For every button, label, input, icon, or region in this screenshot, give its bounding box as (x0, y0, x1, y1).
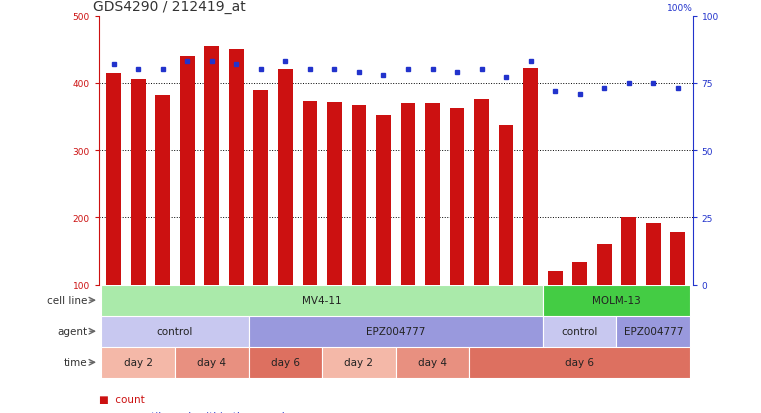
Bar (670, 233, 685, 285)
Bar (470, 347, 690, 378)
Text: time: time (63, 357, 87, 368)
Bar (155, 96, 170, 285)
Bar (498, 125, 514, 285)
Text: day 6: day 6 (271, 357, 300, 368)
Bar (322, 347, 396, 378)
Bar (543, 316, 616, 347)
Text: control: control (157, 326, 193, 337)
Bar (180, 57, 195, 285)
Bar (327, 102, 342, 285)
Bar (400, 104, 416, 285)
Bar (597, 244, 612, 285)
Text: MV4-11: MV4-11 (302, 295, 342, 306)
Text: day 2: day 2 (124, 357, 153, 368)
Text: EPZ004777: EPZ004777 (366, 326, 425, 337)
Bar (101, 285, 543, 316)
Bar (101, 316, 249, 347)
Bar (175, 347, 249, 378)
Bar (107, 74, 121, 285)
Text: MOLM-13: MOLM-13 (592, 295, 641, 306)
Text: agent: agent (57, 326, 87, 337)
Bar (278, 70, 293, 285)
Bar (548, 272, 562, 285)
Bar (229, 50, 244, 285)
Text: day 4: day 4 (418, 357, 447, 368)
Bar (352, 106, 366, 285)
Bar (425, 104, 440, 285)
Bar (474, 100, 489, 285)
Bar (205, 47, 219, 285)
Text: day 6: day 6 (565, 357, 594, 368)
Text: EPZ004777: EPZ004777 (623, 326, 683, 337)
Bar (524, 69, 538, 285)
Text: day 2: day 2 (345, 357, 374, 368)
Text: control: control (562, 326, 598, 337)
Bar (622, 218, 636, 285)
Bar (616, 316, 690, 347)
Text: day 4: day 4 (197, 357, 226, 368)
Bar (101, 347, 175, 378)
Bar (450, 109, 464, 285)
Bar (249, 347, 322, 378)
Text: ■  percentile rank within the sample: ■ percentile rank within the sample (99, 411, 291, 413)
Bar (249, 316, 543, 347)
Bar (376, 116, 391, 285)
Bar (131, 80, 145, 285)
Text: 100%: 100% (667, 4, 693, 13)
Bar (253, 90, 268, 285)
Bar (543, 285, 690, 316)
Text: cell line: cell line (46, 295, 87, 306)
Text: GDS4290 / 212419_at: GDS4290 / 212419_at (93, 0, 246, 14)
Bar (572, 263, 587, 285)
Bar (303, 102, 317, 285)
Bar (646, 223, 661, 285)
Bar (396, 347, 470, 378)
Text: ■  count: ■ count (99, 394, 145, 404)
